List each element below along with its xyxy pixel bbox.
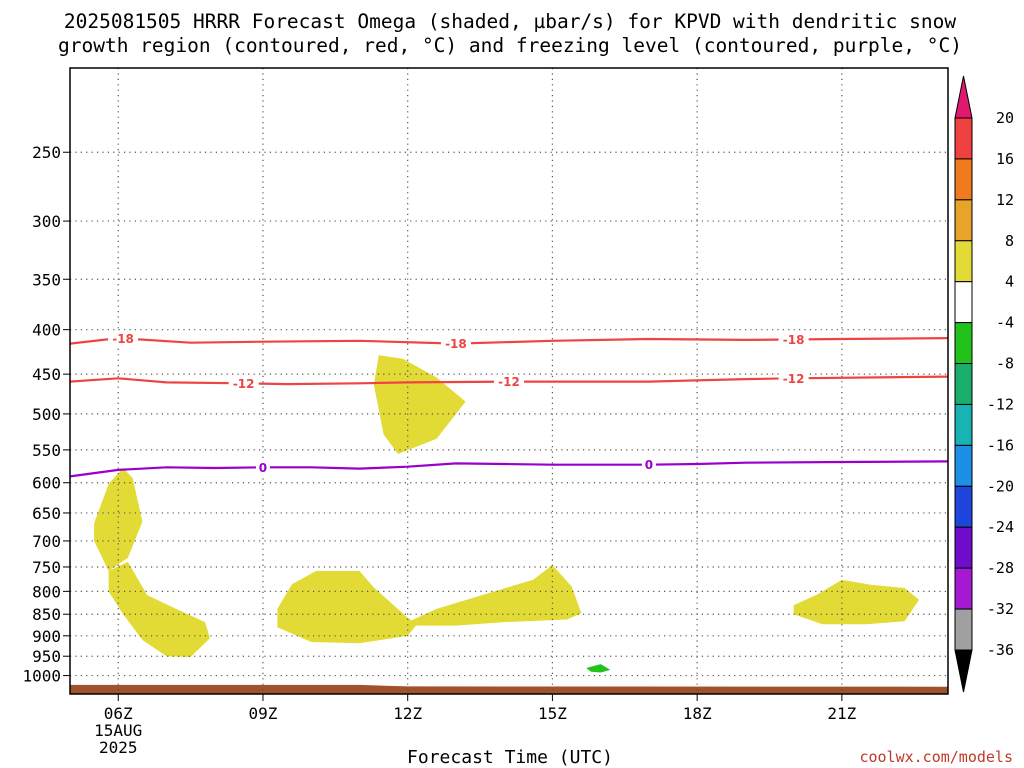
contour-label: -18	[112, 332, 134, 346]
grid-lines	[70, 68, 948, 694]
colorbar-bin	[954, 117, 973, 160]
colorbar-bin	[954, 363, 973, 405]
y-tick-label: 900	[32, 627, 61, 646]
y-tick-label: 500	[32, 405, 61, 424]
x-tick-label: 12Z	[393, 704, 422, 723]
x-tick-label: 15Z	[538, 704, 567, 723]
colorbar-bin	[954, 322, 973, 365]
contour-minus18: -18 -18 -18	[70, 331, 948, 351]
chart-title-line1: 2025081505 HRRR Forecast Omega (shaded, …	[64, 10, 956, 33]
terrain-surface	[70, 684, 948, 694]
contour-line	[70, 460, 948, 478]
colorbar-label: -20	[987, 477, 1014, 495]
omega-region-4	[277, 571, 418, 644]
colorbar-label: -36	[987, 641, 1014, 659]
x-tick-label: 09Z	[249, 704, 278, 723]
colorbar-label: 4	[1005, 273, 1014, 291]
colorbar-bin	[954, 403, 973, 446]
colorbar-label: -32	[987, 600, 1014, 618]
plot-inner: -18 -18 -18-12 -12 -120 0	[70, 68, 948, 694]
y-tick-label: 600	[32, 474, 61, 493]
y-tick-label: 750	[32, 558, 61, 577]
x-tick-date: 15AUG	[94, 721, 142, 740]
colorbar-label: -28	[987, 559, 1014, 577]
omega-region-7	[586, 664, 611, 673]
contour-label: -12	[498, 375, 520, 389]
colorbar-bin	[954, 567, 973, 610]
colorbar-label: 12	[996, 191, 1014, 209]
colorbar-bin	[954, 485, 973, 528]
x-tick-date: 2025	[99, 738, 138, 757]
x-tick-label: 18Z	[683, 704, 712, 723]
colorbar-label: 16	[996, 150, 1014, 168]
y-axis: 250 300 350 400 450 500 550 600 650 700 750 800 850 9…	[22, 143, 70, 686]
y-tick-label: 700	[32, 532, 61, 551]
colorbar: 20 16 12 8 4 -4 -8 -12 -16 -20 -24 -28 -32 -36	[954, 75, 1014, 693]
colorbar-label: -24	[987, 518, 1014, 536]
credit-text: coolwx.com/models	[859, 748, 1013, 766]
chart-title-line2: growth region (contoured, red, °C) and f…	[58, 34, 962, 57]
omega-region-3	[108, 561, 210, 657]
colorbar-bin	[954, 240, 973, 283]
contour-label-bg	[778, 332, 809, 347]
y-tick-label: 650	[32, 504, 61, 523]
colorbar-label: 20	[996, 109, 1014, 127]
contour-label: 0	[645, 458, 653, 472]
contour-label-bg	[255, 460, 270, 475]
contour-label-bg	[494, 374, 524, 389]
colorbar-label: -4	[996, 314, 1014, 332]
colorbar-label: -16	[987, 436, 1014, 454]
y-tick-label: 800	[32, 582, 61, 601]
colorbar-bin	[954, 281, 973, 324]
y-tick-label: 1000	[22, 667, 61, 686]
y-tick-label: 950	[32, 647, 61, 666]
omega-region-5	[407, 565, 582, 626]
x-axis-label: Forecast Time (UTC)	[407, 747, 613, 768]
y-tick-label: 300	[32, 212, 61, 231]
y-tick-label: 550	[32, 441, 61, 460]
colorbar-bin	[954, 158, 973, 201]
contour-label: -18	[783, 333, 805, 347]
plot-frame	[69, 67, 949, 695]
contour-label-bg	[440, 336, 471, 351]
contour-label: -12	[233, 377, 255, 391]
y-tick-label: 250	[32, 143, 61, 162]
omega-region-1	[373, 355, 466, 454]
omega-region-6	[793, 579, 920, 625]
contour-label-bg	[108, 331, 139, 346]
y-tick-label: 850	[32, 605, 61, 624]
colorbar-label: 8	[1005, 232, 1014, 250]
contour-label: -18	[445, 337, 467, 351]
y-tick-label: 400	[32, 321, 61, 340]
colorbar-bottom-arrow	[954, 649, 973, 693]
x-tick-label: 21Z	[827, 704, 856, 723]
contour-label-bg	[228, 376, 259, 391]
y-tick-label: 350	[32, 270, 61, 289]
y-tick-label: 450	[32, 365, 61, 384]
colorbar-label: -8	[996, 355, 1014, 373]
contour-label-bg	[778, 371, 809, 386]
colorbar-label: -12	[987, 395, 1014, 413]
colorbar-bin	[954, 526, 973, 569]
x-tick-label: 06Z	[104, 704, 133, 723]
contour-label-bg	[641, 457, 656, 472]
colorbar-bin	[954, 199, 973, 242]
contour-minus12: -12 -12 -12	[70, 371, 948, 391]
plot-area: -18 -18 -18-12 -12 -120 025030035040045050055…	[22, 67, 949, 757]
omega-region-2	[94, 468, 143, 571]
colorbar-bin	[954, 608, 973, 651]
contour-line	[70, 375, 948, 386]
contour-label: -12	[783, 372, 805, 386]
colorbar-bin	[954, 444, 973, 487]
contour-label: 0	[259, 461, 267, 475]
